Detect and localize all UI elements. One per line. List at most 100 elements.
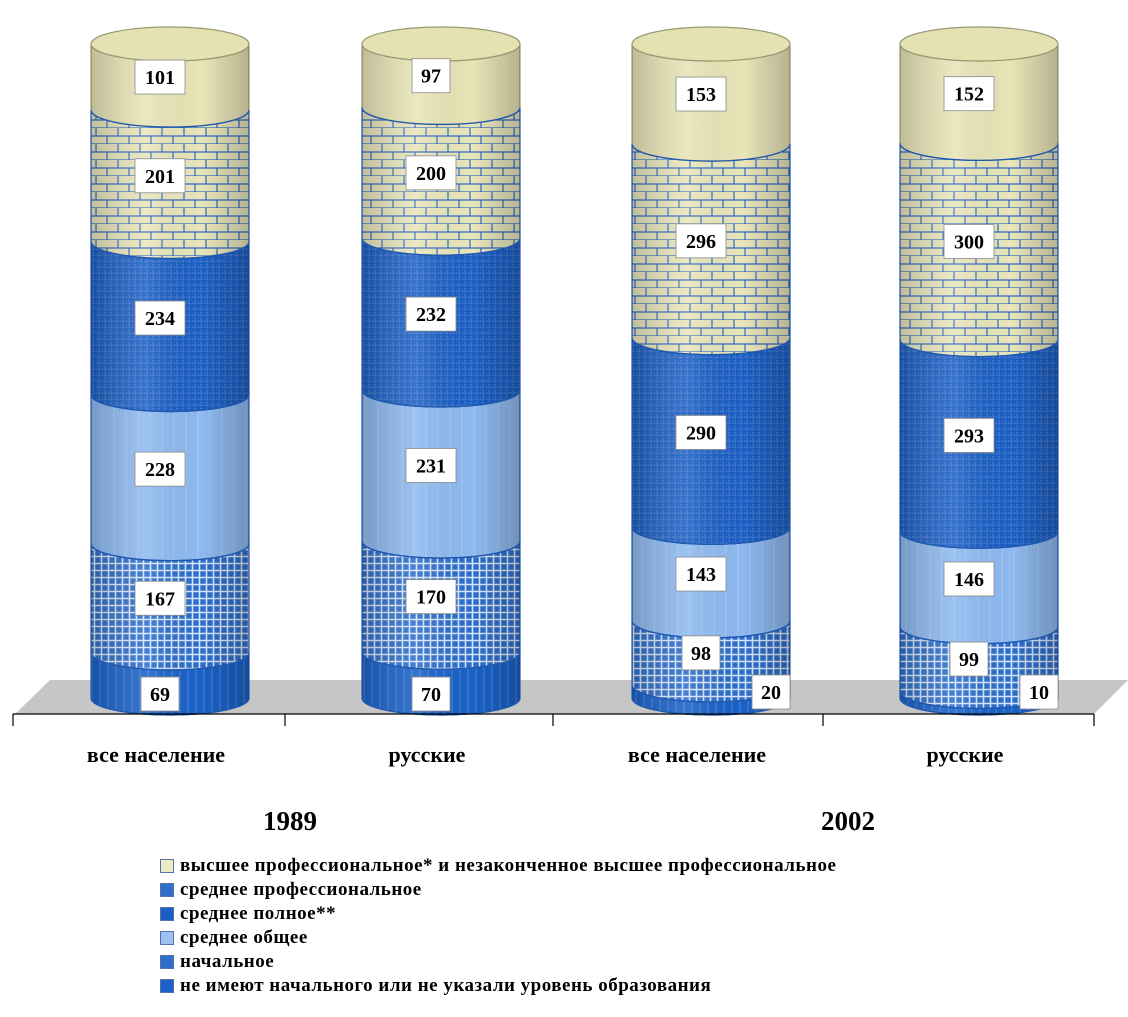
- x-tick-label: все население: [87, 742, 225, 767]
- data-label: 143: [675, 556, 727, 592]
- bar-segment-rim: [631, 143, 791, 162]
- data-label-text: 201: [145, 166, 175, 188]
- bar-column: 10 99 146 293 300 152: [899, 26, 1059, 716]
- legend: высшее профессиональное* и незаконченное…: [160, 854, 1120, 998]
- bar-segment-rim: [631, 527, 791, 545]
- data-label-text: 101: [145, 67, 175, 89]
- x-tick-label: все население: [628, 742, 766, 767]
- bar-top-cap: [90, 26, 250, 62]
- legend-label: начальное: [180, 951, 275, 972]
- data-label: 20: [751, 674, 791, 710]
- data-label: 170: [405, 579, 457, 615]
- data-label-text: 98: [691, 643, 711, 665]
- legend-item: среднее общее: [160, 926, 1120, 950]
- x-tick-label: русские: [389, 742, 466, 767]
- data-label-text: 70: [421, 684, 441, 706]
- bar-segment-rim: [90, 394, 250, 413]
- bar-segment-rim: [90, 697, 250, 716]
- data-label: 152: [943, 76, 995, 112]
- data-label: 296: [675, 223, 727, 259]
- data-label: 293: [943, 418, 995, 453]
- legend-label: высшее профессиональное* и незаконченное…: [180, 855, 837, 876]
- bar-segment-shade: [632, 684, 790, 715]
- bar-column: 69 167 228 234 201 101: [90, 26, 250, 716]
- bar-segment-rim: [899, 143, 1059, 162]
- chart-canvas: 69 167 228 234 201 101 70 170 231 232 200 97 20 98 143…: [12, 26, 1128, 836]
- data-label-text: 99: [959, 649, 979, 671]
- legend-label: не имеют начального или не указали урове…: [180, 975, 712, 996]
- bar-segment-rim: [361, 652, 521, 670]
- legend-label: среднее профессиональное: [180, 879, 422, 900]
- data-label: 300: [943, 224, 995, 259]
- data-label-text: 200: [416, 163, 446, 185]
- legend-swatch: [160, 859, 174, 873]
- data-label: 234: [134, 300, 186, 336]
- group-label: 1989: [263, 806, 317, 836]
- legend-swatch: [160, 979, 174, 993]
- bar-segment-rim: [361, 238, 521, 256]
- bar-segment-rim: [361, 540, 521, 559]
- data-label-text: 170: [416, 587, 446, 609]
- bar-segment-rim: [899, 339, 1059, 358]
- bar-segment-rim: [631, 337, 791, 356]
- data-label-text: 231: [416, 456, 446, 478]
- legend-swatch: [160, 955, 174, 969]
- legend-label: среднее общее: [180, 927, 308, 948]
- data-label-text: 69: [150, 684, 170, 706]
- data-label: 146: [943, 561, 995, 597]
- data-label-text: 10: [1029, 682, 1049, 704]
- data-label-text: 228: [145, 459, 175, 481]
- legend-item: среднее полное**: [160, 902, 1120, 926]
- data-label-text: 152: [954, 84, 984, 106]
- floor-plane: [15, 680, 1128, 714]
- legend-swatch: [160, 907, 174, 921]
- bar-segment-rim: [361, 107, 521, 126]
- data-label: 10: [1019, 674, 1059, 710]
- bar-column: 70 170 231 232 200 97: [361, 26, 521, 716]
- data-label-text: 97: [421, 66, 441, 88]
- data-label-text: 290: [686, 422, 716, 444]
- data-label-text: 146: [954, 569, 984, 591]
- data-label: 167: [134, 580, 186, 616]
- data-label-text: 20: [761, 682, 781, 704]
- legend-item: высшее профессиональное* и незаконченное…: [160, 854, 1120, 878]
- bar-top-cap: [631, 26, 791, 62]
- data-label-text: 234: [145, 308, 175, 330]
- bar-top-cap: [899, 26, 1059, 62]
- data-label: 101: [134, 59, 186, 95]
- bar-column: 20 98 143 290 296 153: [631, 26, 791, 716]
- data-label: 231: [405, 448, 457, 483]
- data-label: 70: [411, 676, 451, 712]
- data-label: 200: [405, 155, 457, 191]
- legend-swatch: [160, 931, 174, 945]
- data-label: 69: [140, 676, 180, 712]
- bar-segment-rim: [90, 109, 250, 128]
- data-label: 97: [411, 58, 451, 94]
- data-label-text: 296: [686, 231, 716, 253]
- data-label-text: 300: [954, 232, 984, 254]
- bar-segment-rim: [899, 531, 1059, 549]
- group-label: 2002: [821, 806, 875, 836]
- data-label-text: 167: [145, 588, 175, 610]
- legend-item: начальное: [160, 950, 1120, 974]
- data-label-text: 293: [954, 425, 984, 447]
- data-label-text: 153: [686, 84, 716, 106]
- bar-segment-rim: [361, 389, 521, 408]
- bar-segment-rim: [361, 697, 521, 716]
- data-label-text: 232: [416, 304, 446, 326]
- data-label: 201: [134, 158, 186, 194]
- legend-label: среднее полное**: [180, 903, 337, 924]
- bar-segment-rim: [90, 543, 250, 562]
- bar-segment-rim: [90, 652, 250, 671]
- legend-swatch: [160, 883, 174, 897]
- x-tick-label: русские: [927, 742, 1004, 767]
- data-label: 99: [949, 641, 989, 677]
- bar-segment-shade: [900, 691, 1058, 715]
- data-label: 232: [405, 296, 457, 332]
- data-label: 98: [681, 635, 721, 671]
- data-label-text: 143: [686, 564, 716, 586]
- bar-top-cap: [361, 26, 521, 62]
- legend-item: среднее профессиональное: [160, 878, 1120, 902]
- legend-item: не имеют начального или не указали урове…: [160, 974, 1120, 998]
